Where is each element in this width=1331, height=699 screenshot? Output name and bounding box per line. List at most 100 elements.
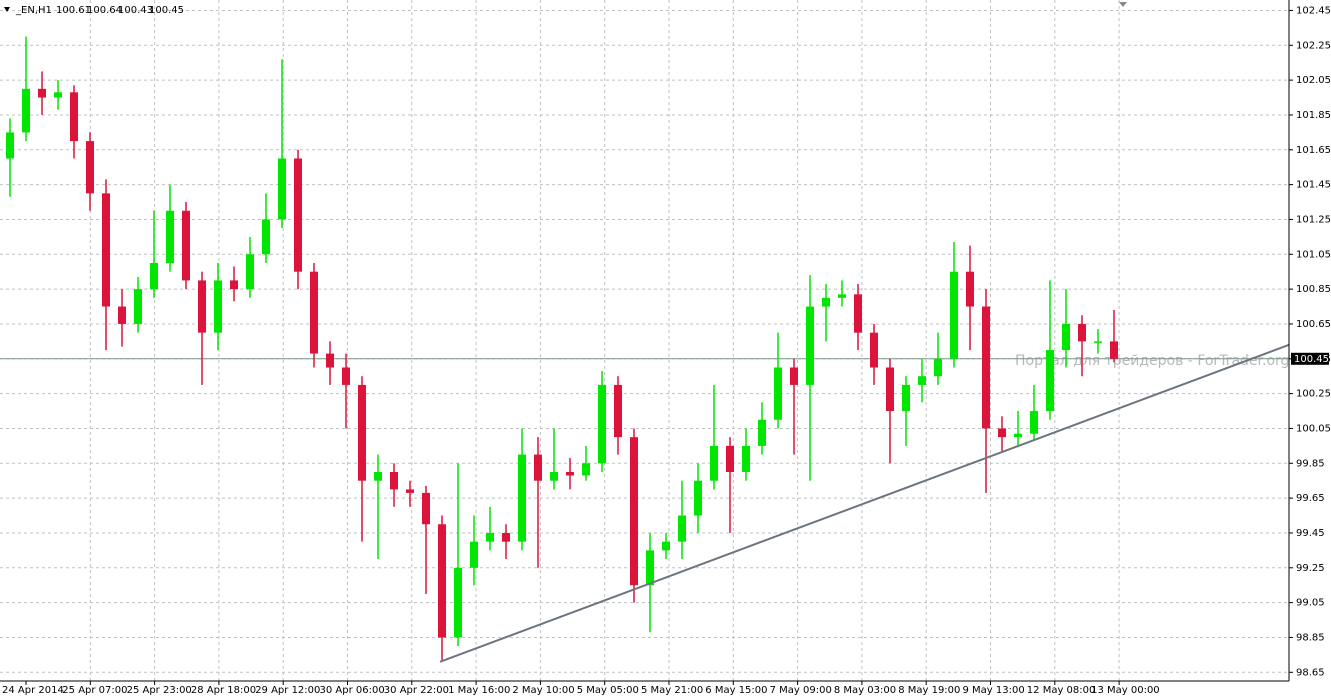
y-tick-label: 102.45 [1296,5,1331,16]
candle-body [694,480,702,516]
x-tick-label: 7 May 09:00 [770,685,832,696]
candle-body [326,353,334,368]
candle-body [438,524,446,638]
candle-body [550,471,558,481]
candle-body [790,367,798,385]
y-tick-label: 100.85 [1296,284,1331,295]
x-tick-label: 9 May 13:00 [963,685,1025,696]
candle-body [150,262,158,290]
candle-body [678,515,686,542]
candle-body [54,92,62,98]
x-tick-label: 2 May 10:00 [512,685,574,696]
x-tick-label: 30 Apr 06:00 [320,685,385,696]
candle-body [710,445,718,481]
candle-body [998,428,1006,438]
candle-body [902,384,910,412]
header-value: 100.45 [149,5,184,16]
x-tick-label: 13 May 00:00 [1091,685,1160,696]
candle-body [1078,323,1086,342]
candle-body [422,492,430,525]
candle-body [134,289,142,324]
y-tick-label: 100.05 [1296,423,1331,434]
x-tick-label: 6 May 15:00 [705,685,767,696]
y-tick-label: 99.05 [1296,598,1325,609]
y-tick-label: 101.45 [1296,180,1331,191]
candle-body [102,193,110,307]
candle-body [950,271,958,359]
y-tick-label: 99.45 [1296,528,1325,539]
candle-body [118,306,126,324]
candle-body [502,532,510,542]
x-tick-label: 25 Apr 07:00 [62,685,127,696]
candle-body [886,367,894,412]
y-tick-label: 98.85 [1296,632,1325,643]
candle-body [166,210,174,263]
candle-body [982,306,990,429]
candle-body [726,445,734,472]
y-tick-label: 98.65 [1296,667,1325,678]
candle-body [582,463,590,476]
candle-body [70,92,78,142]
shift-marker[interactable] [1119,2,1127,7]
header-value: 100.61 [56,5,91,16]
x-tick-label: 8 May 03:00 [834,685,896,696]
candle-body [198,280,206,333]
x-tick-label: 12 May 08:00 [1027,685,1096,696]
y-tick-label: 99.65 [1296,493,1325,504]
x-tick-label: 5 May 21:00 [641,685,703,696]
candle-body [838,294,846,298]
candles [0,36,1290,663]
x-tick-label: 30 Apr 22:00 [384,685,449,696]
candle-body [214,280,222,333]
candle-body [374,471,382,481]
x-tick-label: 8 May 19:00 [898,685,960,696]
candle-body [470,541,478,568]
candle-body [598,384,606,464]
candle-body [454,567,462,638]
candle-body [406,489,414,493]
candle-body [6,132,14,159]
candle-body [358,384,366,481]
grid [0,0,1289,681]
candle-body [630,437,638,586]
candle-body [38,88,46,98]
menu-icon[interactable] [4,7,10,12]
candle-body [742,445,750,472]
x-tick-label: 24 Apr 2014 [2,685,64,696]
y-tick-label: 101.25 [1296,214,1331,225]
candle-body [1062,323,1070,351]
candle-body [534,454,542,481]
y-tick-label: 102.25 [1296,40,1331,51]
candle-body [758,419,766,446]
price-label-box [1291,352,1329,365]
symbol: _EN,H1 [15,5,52,16]
candle-body [262,219,270,255]
y-tick-label: 101.85 [1296,110,1331,121]
y-tick-label: 102.05 [1296,75,1331,86]
x-tick-label: 28 Apr 18:00 [191,685,256,696]
candle-body [1094,341,1102,343]
trendline [439,343,1290,663]
watermark: Портал для трейдеров - ForTrader.org [1015,353,1289,369]
candle-body [486,532,494,542]
candle-body [646,550,654,586]
candle-body [518,454,526,542]
candle-body [1030,411,1038,434]
candle-body [1046,350,1054,412]
x-tick-label: 1 May 16:00 [448,685,510,696]
candle-body [870,332,878,368]
y-tick-label: 99.85 [1296,458,1325,469]
candle-body [614,384,622,438]
candle-body [934,358,942,377]
x-tick-label: 25 Apr 23:00 [127,685,192,696]
y-tick-label: 99.25 [1296,563,1325,574]
y-tick-label: 101.05 [1296,249,1331,260]
candle-body [342,367,350,385]
candle-body [966,271,974,307]
candle-body [566,471,574,476]
candle-body [774,367,782,420]
candle-body [278,158,286,220]
y-tick-label: 100.25 [1296,389,1331,400]
